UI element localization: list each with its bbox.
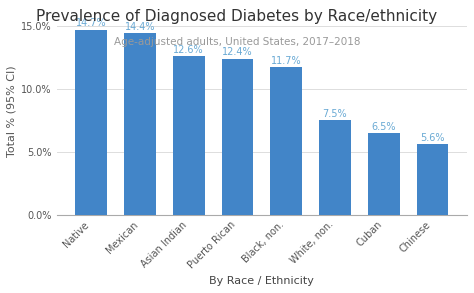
Y-axis label: Total % (95% CI): Total % (95% CI) bbox=[7, 65, 17, 156]
Text: Age-adjusted adults, United States, 2017–2018: Age-adjusted adults, United States, 2017… bbox=[114, 37, 360, 47]
Text: 12.4%: 12.4% bbox=[222, 47, 253, 57]
Bar bbox=[124, 33, 156, 214]
Text: 14.7%: 14.7% bbox=[76, 18, 107, 28]
Bar bbox=[368, 133, 400, 214]
Text: Prevalence of Diagnosed Diabetes by Race/ethnicity: Prevalence of Diagnosed Diabetes by Race… bbox=[36, 9, 438, 24]
Text: 7.5%: 7.5% bbox=[323, 109, 347, 119]
Text: 5.6%: 5.6% bbox=[420, 133, 445, 143]
Bar bbox=[75, 30, 107, 214]
Bar bbox=[221, 59, 253, 214]
Bar bbox=[270, 67, 302, 214]
X-axis label: By Race / Ethnicity: By Race / Ethnicity bbox=[210, 276, 314, 286]
Text: 12.6%: 12.6% bbox=[173, 45, 204, 55]
Text: 14.4%: 14.4% bbox=[125, 22, 155, 32]
Bar bbox=[319, 120, 351, 214]
Text: 6.5%: 6.5% bbox=[372, 122, 396, 132]
Bar bbox=[417, 144, 448, 214]
Text: 11.7%: 11.7% bbox=[271, 56, 301, 66]
Bar bbox=[173, 56, 204, 214]
